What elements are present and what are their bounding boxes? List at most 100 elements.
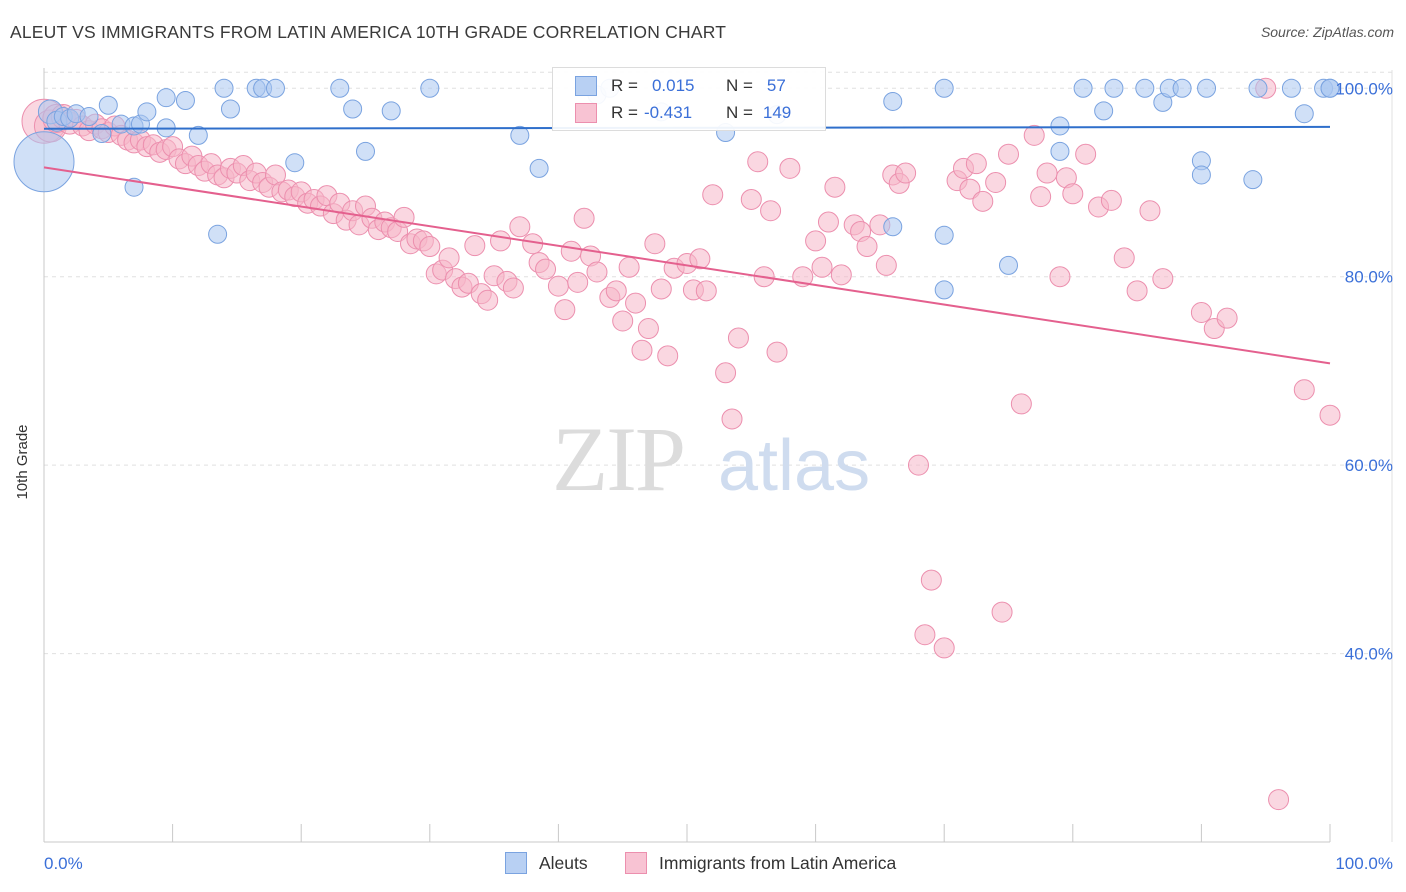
aleuts-swatch (575, 76, 597, 96)
aleuts-point (175, 91, 195, 111)
immigrants-point (721, 408, 743, 430)
aleuts-point (98, 95, 118, 115)
immigrants-legend-swatch (625, 852, 647, 874)
immigrants-point (612, 310, 634, 332)
immigrants-point (1049, 266, 1071, 288)
aleuts-point (156, 88, 176, 108)
immigrants-swatch (575, 103, 597, 123)
y-tick-label: 60.0% (1345, 456, 1393, 475)
immigrants-point (747, 151, 769, 173)
immigrants-point (438, 247, 460, 269)
stats-legend: R = 0.015 N = 57 R = -0.431 N = 149 (552, 67, 826, 131)
aleuts-point (529, 158, 549, 178)
immigrants-point (895, 162, 917, 184)
legend-item-immigrants: Immigrants from Latin America (625, 852, 896, 874)
immigrants-point (875, 254, 897, 276)
aleuts-point (510, 125, 530, 145)
immigrants-point (1152, 268, 1174, 290)
immigrants-point (959, 178, 981, 200)
aleuts-point (934, 78, 954, 98)
immigrants-point (535, 258, 557, 280)
x-tick-label: 0.0% (44, 854, 83, 873)
immigrants-point (727, 327, 749, 349)
source-label: Source: ZipAtlas.com (1260, 24, 1394, 40)
immigrants-point (509, 216, 531, 238)
watermark-atlas: atlas (718, 426, 870, 506)
immigrants-point (920, 569, 942, 591)
aleuts-point (883, 217, 903, 237)
aleuts-point (1050, 116, 1070, 136)
r-value-immigrants: -0.431 (643, 103, 693, 122)
aleuts-point (13, 131, 75, 193)
immigrants-point (567, 271, 589, 293)
immigrants-point (637, 318, 659, 340)
immigrants-point (824, 176, 846, 198)
immigrants-point (830, 264, 852, 286)
immigrants-point (1075, 143, 1097, 165)
aleuts-point (1197, 78, 1217, 98)
aleuts-legend-label: Aleuts (539, 852, 588, 873)
immigrants-point (573, 207, 595, 229)
axes (43, 68, 1331, 843)
r-value-aleuts: 0.015 (651, 76, 695, 95)
aleuts-point (999, 255, 1018, 275)
aleuts-point (1104, 78, 1124, 98)
aleuts-point (1135, 78, 1155, 98)
immigrants-point (1010, 393, 1032, 415)
aleuts-point (1243, 170, 1263, 190)
y-tick-label: 100.0% (1335, 79, 1393, 98)
r-label: R = (611, 76, 638, 95)
aleuts-point (1073, 78, 1093, 98)
n-value-immigrants: 149 (762, 103, 792, 122)
aleuts-point (356, 141, 375, 161)
aleuts-point (1094, 101, 1114, 121)
immigrants-point (907, 454, 929, 476)
aleuts-point (1172, 78, 1192, 98)
aleuts-point (883, 91, 903, 111)
aleuts-point (265, 78, 285, 98)
aleuts-point (381, 101, 401, 121)
immigrants-point (605, 280, 627, 302)
r-label: R = (611, 103, 638, 122)
immigrants-point (560, 240, 582, 262)
immigrants-point (760, 200, 782, 222)
immigrants-point (618, 256, 640, 278)
immigrants-point (419, 236, 441, 258)
immigrants-point (1030, 186, 1052, 208)
immigrants-point (625, 292, 647, 314)
immigrants-point (547, 275, 569, 297)
y-axis-label: 10th Grade (14, 424, 31, 500)
aleuts-point (1191, 165, 1211, 185)
n-value-aleuts: 57 (766, 76, 786, 95)
immigrants-point (490, 230, 512, 252)
immigrants-point (715, 362, 737, 384)
aleuts-point (1281, 78, 1301, 98)
immigrants-point (811, 256, 833, 278)
aleuts-point (1320, 78, 1340, 98)
y-tick-label: 40.0% (1345, 645, 1393, 664)
aleuts-point (330, 78, 350, 98)
legend-row-immigrants: R = -0.431 N = 149 (575, 101, 791, 125)
n-label: N = (725, 103, 753, 122)
immigrants-point (914, 624, 936, 646)
watermark-zip: ZIP (552, 408, 684, 510)
immigrants-point (766, 341, 788, 363)
aleuts-point (220, 99, 240, 119)
immigrants-point (933, 637, 955, 659)
n-label: N = (725, 76, 753, 95)
aleuts-point (343, 99, 363, 119)
x-tick-label: 100.0% (1335, 854, 1393, 873)
immigrants-trend-line (43, 166, 1331, 365)
aleuts-point (79, 107, 99, 127)
immigrants-point (586, 261, 608, 283)
immigrants-legend-label: Immigrants from Latin America (659, 852, 897, 873)
aleuts-point (420, 78, 440, 98)
aleuts-point (214, 78, 234, 98)
immigrants-point (1216, 307, 1238, 329)
aleuts-point (137, 102, 157, 122)
immigrants-points (21, 77, 1341, 811)
immigrants-point (1139, 200, 1161, 222)
legend-item-aleuts: Aleuts (505, 852, 588, 874)
immigrants-point (657, 345, 679, 367)
